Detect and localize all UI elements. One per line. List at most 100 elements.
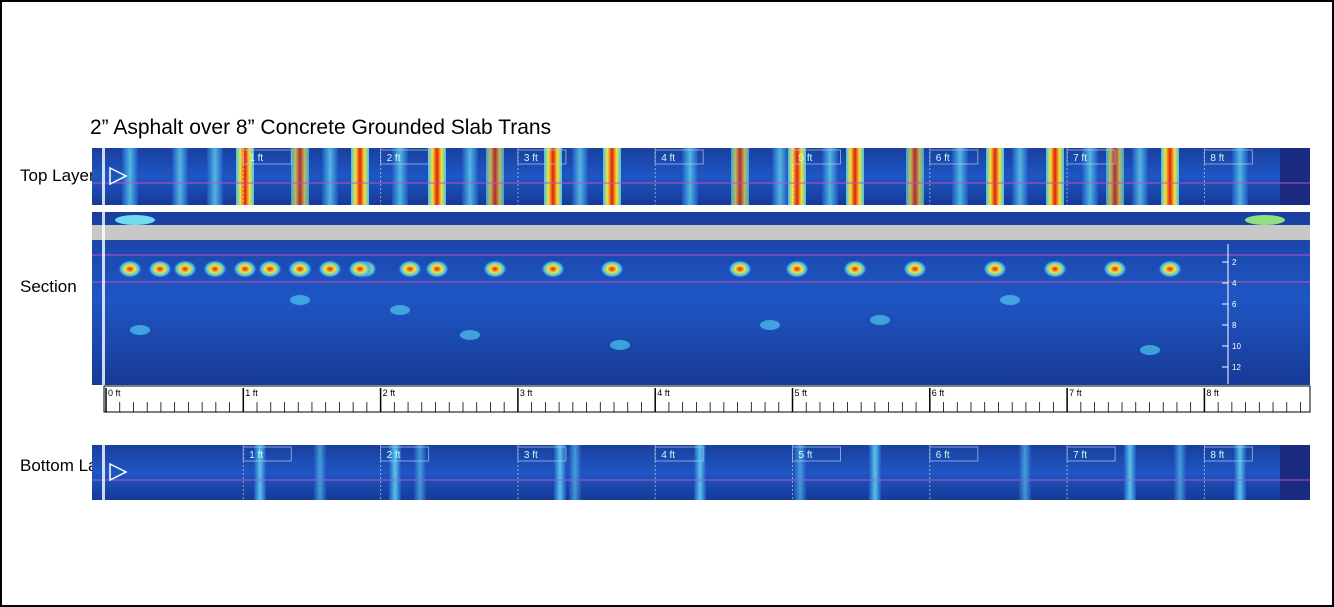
rebar-reflection xyxy=(425,260,449,278)
noise xyxy=(390,305,410,315)
noise xyxy=(290,295,310,305)
signal-stripe xyxy=(1161,148,1179,205)
title: 2” Asphalt over 8” Concrete Grounded Sla… xyxy=(90,116,551,139)
noise xyxy=(760,320,780,330)
rebar-reflection xyxy=(288,260,312,278)
marker-box xyxy=(1203,149,1253,165)
signal-stripe xyxy=(906,148,924,205)
depth-label: 6 xyxy=(1232,300,1237,309)
ft-marker: 4 ft xyxy=(661,450,675,461)
section-divider xyxy=(92,225,1310,240)
ft-marker: 1 ft xyxy=(249,450,263,461)
rebar-reflection xyxy=(348,260,372,278)
edge xyxy=(1280,148,1310,205)
ft-marker: 2 ft xyxy=(387,153,401,164)
panel-label: Section xyxy=(20,277,77,296)
depth-label: 8 xyxy=(1232,321,1237,330)
signal-stripe xyxy=(322,148,338,205)
rebar-reflection xyxy=(318,260,342,278)
signal-stripe xyxy=(1234,445,1246,500)
noise xyxy=(870,315,890,325)
signal-stripe xyxy=(554,445,566,500)
marker-box xyxy=(654,446,704,462)
marker-box xyxy=(792,149,841,165)
edge xyxy=(1280,445,1310,500)
rebar-reflection xyxy=(903,260,927,278)
ruler-label: 0 ft xyxy=(108,388,121,398)
ruler-label: 8 ft xyxy=(1206,388,1219,398)
ft-marker: 8 ft xyxy=(1210,450,1224,461)
ruler xyxy=(103,385,1311,413)
rebar-reflection xyxy=(1043,260,1067,278)
marker-box xyxy=(929,149,979,165)
signal-stripe xyxy=(544,148,562,205)
ruler-label: 2 ft xyxy=(383,388,396,398)
ft-marker: 4 ft xyxy=(661,153,675,164)
ft-marker: 3 ft xyxy=(524,450,538,461)
noise xyxy=(1140,345,1160,355)
marker-box xyxy=(242,446,292,462)
rebar-reflection xyxy=(983,260,1007,278)
signal-stripe xyxy=(822,148,838,205)
cursor-arrow xyxy=(109,166,128,186)
marker-box xyxy=(1203,446,1253,462)
rebar-reflection xyxy=(541,260,565,278)
ft-marker: 6 ft xyxy=(936,450,950,461)
signal-stripe xyxy=(794,445,806,500)
marker-box xyxy=(517,149,567,165)
ft-marker: 7 ft xyxy=(1073,450,1087,461)
rebar-reflection xyxy=(233,260,257,278)
ruler-label: 5 ft xyxy=(795,388,808,398)
rebar-reflection xyxy=(203,260,227,278)
marker-box xyxy=(242,149,292,165)
signal-stripe xyxy=(1232,148,1248,205)
signal-stripe xyxy=(682,148,698,205)
signal-stripe xyxy=(569,445,581,500)
ft-marker: 3 ft xyxy=(524,153,538,164)
signal-stripe xyxy=(392,148,408,205)
signal-stripe xyxy=(603,148,621,205)
ruler-label: 1 ft xyxy=(245,388,258,398)
noise xyxy=(130,325,150,335)
rebar-reflection xyxy=(118,260,142,278)
marker-box xyxy=(380,446,430,462)
ruler-label: 7 ft xyxy=(1069,388,1082,398)
rebar-reflection xyxy=(148,260,172,278)
ft-marker: 5 ft xyxy=(799,153,813,164)
signal-stripe xyxy=(389,445,401,500)
cursor-bar xyxy=(102,212,105,385)
noise xyxy=(460,330,480,340)
rebar-reflection xyxy=(483,260,507,278)
signal-stripe xyxy=(572,148,588,205)
cursor-arrow xyxy=(109,462,128,482)
rebar-reflection xyxy=(728,260,752,278)
top-layer xyxy=(92,148,1310,205)
signal-stripe xyxy=(314,445,326,500)
depth-label: 4 xyxy=(1232,279,1237,288)
signal-stripe xyxy=(351,148,369,205)
signal-stripe xyxy=(254,445,266,500)
marker-box xyxy=(380,149,430,165)
ft-marker: 1 ft xyxy=(249,153,263,164)
depth-label: 2 xyxy=(1232,258,1237,267)
rebar-reflection xyxy=(600,260,624,278)
signal-stripe xyxy=(1012,148,1028,205)
ruler-label: 4 ft xyxy=(657,388,670,398)
signal-stripe xyxy=(462,148,478,205)
rebar-reflection xyxy=(785,260,809,278)
marker-box xyxy=(929,446,979,462)
ruler-label: 3 ft xyxy=(520,388,533,398)
rebar-reflection xyxy=(843,260,867,278)
rebar-reflection xyxy=(398,260,422,278)
ft-marker: 6 ft xyxy=(936,153,950,164)
depth-label: 10 xyxy=(1232,342,1241,351)
signal-stripe xyxy=(694,445,706,500)
ft-marker: 7 ft xyxy=(1073,153,1087,164)
marker-box xyxy=(792,446,841,462)
panel-label: Top Layer xyxy=(20,166,95,185)
signal-stripe xyxy=(772,148,788,205)
signal-stripe xyxy=(428,148,446,205)
marker-box xyxy=(1066,446,1116,462)
